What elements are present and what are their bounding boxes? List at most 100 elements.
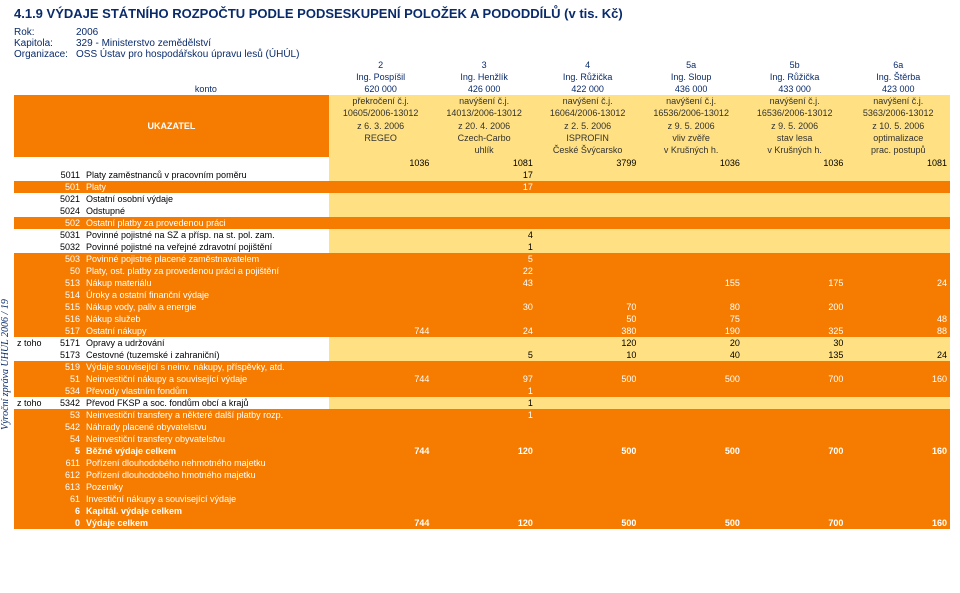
row-val-29-5: 160 — [846, 517, 950, 529]
row-val-28-4 — [743, 505, 847, 517]
col-num-3: 5a — [639, 60, 743, 71]
row-label-6: Povinné pojistné na veřejné zdravotní po… — [83, 241, 329, 253]
row-label-0: Platy zaměstnanců v pracovním poměru — [83, 169, 329, 181]
row-val-1-4 — [743, 181, 847, 193]
col-num-0: 2 — [329, 60, 433, 71]
row-val-14-1 — [432, 337, 536, 349]
row-val-18-4 — [743, 385, 847, 397]
row-val-8-4 — [743, 265, 847, 277]
row-label-12: Nákup služeb — [83, 313, 329, 325]
row-val-26-3 — [639, 481, 743, 493]
table-row: 517Ostatní nákupy7442438019032588 — [14, 325, 950, 337]
row-val-24-0 — [329, 457, 433, 469]
row-label-11: Nákup vody, paliv a energie — [83, 301, 329, 313]
col-amt-3: 436 000 — [639, 83, 743, 95]
row-val-28-3 — [639, 505, 743, 517]
row-pre-8 — [14, 265, 49, 277]
row-val-25-4 — [743, 469, 847, 481]
row-konto-7: 503 — [49, 253, 84, 265]
row-val-11-5 — [846, 301, 950, 313]
row-val-7-0 — [329, 253, 433, 265]
row-val-12-0 — [329, 313, 433, 325]
row-val-12-1 — [432, 313, 536, 325]
row-val-1-1: 17 — [432, 181, 536, 193]
row-val-19-0 — [329, 397, 433, 409]
row-konto-6: 5032 — [49, 241, 84, 253]
row-label-5: Povinné pojistné na SZ a přísp. na st. p… — [83, 229, 329, 241]
table-row: 613Pozemky — [14, 481, 950, 493]
row-val-12-4 — [743, 313, 847, 325]
col-name-1: Ing. Henžlík — [432, 71, 536, 83]
row-konto-9: 513 — [49, 277, 84, 289]
table-row: 6Kapitál. výdaje celkem — [14, 505, 950, 517]
col-name-4: Ing. Růžička — [743, 71, 847, 83]
row-pre-19: z toho — [14, 397, 49, 409]
row-label-15: Cestovné (tuzemské i zahraniční) — [83, 349, 329, 361]
row-val-5-3 — [639, 229, 743, 241]
table-row: z toho5342Převod FKSP a soc. fondům obcí… — [14, 397, 950, 409]
col-decree-1-2: z 20. 4. 2006 — [432, 120, 536, 132]
meta-block: Rok: 2006 Kapitola: 329 - Ministerstvo z… — [14, 27, 950, 60]
row-val-9-5: 24 — [846, 277, 950, 289]
col-amt-1: 426 000 — [432, 83, 536, 95]
row-label-26: Pozemky — [83, 481, 329, 493]
row-val-26-1 — [432, 481, 536, 493]
row-val-13-1: 24 — [432, 325, 536, 337]
row-val-15-3: 40 — [639, 349, 743, 361]
row-pre-25 — [14, 469, 49, 481]
table-row: 5024Odstupné — [14, 205, 950, 217]
col-name-0: Ing. Pospíšil — [329, 71, 433, 83]
row-val-24-1 — [432, 457, 536, 469]
row-val-0-3 — [639, 169, 743, 181]
row-konto-18: 534 — [49, 385, 84, 397]
col-decree-2-4: České Švýcarsko — [536, 144, 640, 156]
row-val-25-2 — [536, 469, 640, 481]
row-label-13: Ostatní nákupy — [83, 325, 329, 337]
row-pre-27 — [14, 493, 49, 505]
col-num-1: 3 — [432, 60, 536, 71]
row-val-8-1: 22 — [432, 265, 536, 277]
table-row: 519Výdaje související s neinv. nákupy, p… — [14, 361, 950, 373]
row-val-9-0 — [329, 277, 433, 289]
row-pre-15 — [14, 349, 49, 361]
row-pre-3 — [14, 205, 49, 217]
meta-org: OSS Ústav pro hospodářskou úpravu lesů (… — [76, 49, 299, 60]
row-pre-12 — [14, 313, 49, 325]
row-val-2-3 — [639, 193, 743, 205]
row-konto-15: 5173 — [49, 349, 84, 361]
row-val-8-5 — [846, 265, 950, 277]
row-konto-16: 519 — [49, 361, 84, 373]
meta-kapitola-label: Kapitola: — [14, 38, 76, 49]
row-val-22-0 — [329, 433, 433, 445]
row-val-6-4 — [743, 241, 847, 253]
row-val-4-2 — [536, 217, 640, 229]
row-val-25-0 — [329, 469, 433, 481]
row-val-8-0 — [329, 265, 433, 277]
row-val-15-5: 24 — [846, 349, 950, 361]
proj-1: 1081 — [432, 157, 536, 169]
table-row: 5173Cestovné (tuzemské i zahraniční)5104… — [14, 349, 950, 361]
col-amt-5: 423 000 — [846, 83, 950, 95]
row-pre-26 — [14, 481, 49, 493]
row-val-24-2 — [536, 457, 640, 469]
row-val-23-3: 500 — [639, 445, 743, 457]
row-val-2-5 — [846, 193, 950, 205]
row-val-11-2: 70 — [536, 301, 640, 313]
row-val-19-2 — [536, 397, 640, 409]
row-konto-10: 514 — [49, 289, 84, 301]
col-num-2: 4 — [536, 60, 640, 71]
row-val-20-4 — [743, 409, 847, 421]
row-val-11-1: 30 — [432, 301, 536, 313]
row-val-14-2: 120 — [536, 337, 640, 349]
row-val-18-1: 1 — [432, 385, 536, 397]
meta-org-label: Organizace: — [14, 49, 76, 60]
row-pre-4 — [14, 217, 49, 229]
row-val-20-5 — [846, 409, 950, 421]
row-val-27-3 — [639, 493, 743, 505]
col-decree-2-1: 16064/2006-13012 — [536, 107, 640, 119]
row-val-27-2 — [536, 493, 640, 505]
row-konto-11: 515 — [49, 301, 84, 313]
row-val-16-4 — [743, 361, 847, 373]
meta-rok-label: Rok: — [14, 27, 76, 38]
row-val-0-5 — [846, 169, 950, 181]
